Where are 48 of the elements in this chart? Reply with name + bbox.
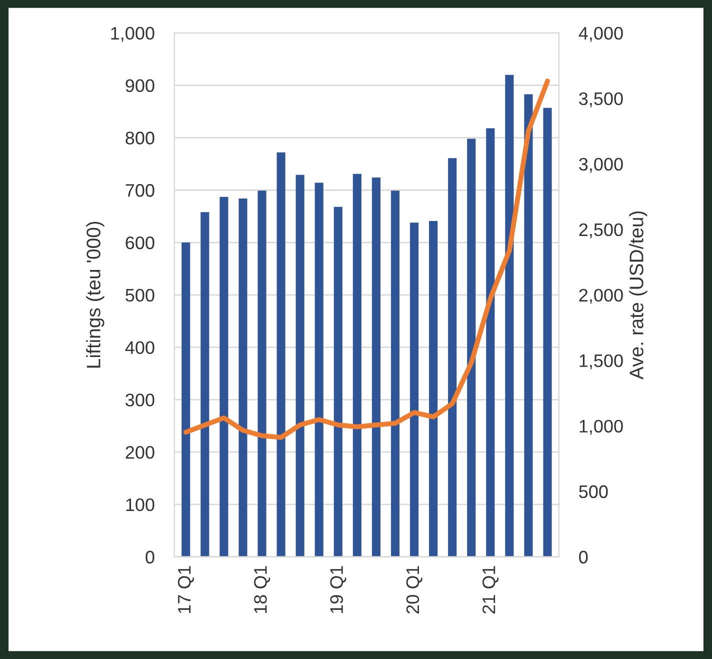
- x-tick-label: 20 Q1: [406, 566, 422, 614]
- y-tick-label: 100: [126, 498, 154, 512]
- bar: [220, 196, 228, 557]
- y2-tick-label: 2,500: [579, 223, 623, 238]
- bar: [372, 178, 380, 557]
- y2-axis-title: Ave. rate (USD/teu): [629, 211, 648, 380]
- x-tick-label: 19 Q1: [330, 566, 346, 613]
- bar: [410, 222, 419, 557]
- y2-tick-label: 500: [579, 485, 608, 498]
- bar: [238, 198, 248, 557]
- bar: [352, 174, 362, 557]
- x-tick-label: 17 Q1: [178, 566, 194, 613]
- y2-tick-label: 3,000: [579, 158, 623, 173]
- bar: [543, 108, 552, 557]
- bar: [258, 190, 266, 557]
- bar: [314, 182, 324, 557]
- bar: [429, 221, 438, 557]
- bar: [448, 158, 457, 557]
- line-series: [183, 78, 550, 440]
- y2-tick-label: 1,000: [580, 420, 623, 435]
- bar: [524, 94, 533, 557]
- bar: [296, 174, 304, 557]
- bar: [200, 212, 210, 557]
- bar: [334, 206, 342, 557]
- y-tick-label: 400: [125, 341, 154, 354]
- y2-tick-label: 1,500: [580, 354, 623, 370]
- y-tick-label: 300: [126, 394, 154, 406]
- bar: [182, 242, 190, 557]
- y-axis-title: Liftings (teu '000): [86, 222, 104, 368]
- y2-tick-label: 2,000: [579, 288, 623, 304]
- x-tick-label: 21 Q1: [482, 566, 498, 614]
- y-tick-label: 1,000: [111, 26, 154, 42]
- y2-tick-label: 0: [579, 550, 588, 564]
- y-tick-label: 500: [126, 288, 154, 302]
- y-tick-label: 0: [146, 550, 154, 564]
- y2-tick-label: 4,000: [578, 26, 623, 42]
- y-tick-label: 600: [126, 236, 154, 250]
- bar: [486, 128, 495, 557]
- y-tick-label: 700: [126, 184, 154, 197]
- bar: [505, 74, 514, 557]
- bar: [390, 190, 400, 557]
- y-tick-label: 800: [126, 132, 154, 144]
- bar: [276, 152, 286, 557]
- y-tick-label: 200: [126, 446, 154, 459]
- x-tick-label: 18 Q1: [254, 566, 270, 613]
- y2-tick-label: 3,500: [579, 92, 623, 108]
- y-tick-label: 900: [126, 79, 154, 92]
- bar: [467, 138, 476, 557]
